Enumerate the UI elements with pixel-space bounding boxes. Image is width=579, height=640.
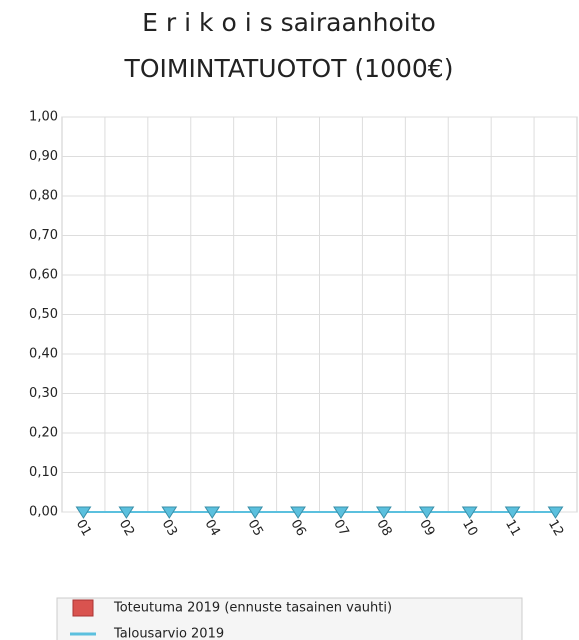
line-marker [461, 506, 478, 519]
line-marker [75, 506, 92, 519]
y-tick-label: 0,10 [29, 465, 58, 480]
x-tick-label: 07 [330, 517, 351, 539]
y-tick-label: 0,70 [29, 228, 58, 243]
line-marker [375, 506, 392, 519]
line-marker [547, 506, 564, 519]
x-tick-label: 12 [545, 517, 566, 539]
line-marker [204, 506, 221, 519]
line-marker [161, 506, 178, 519]
x-tick-label: 04 [202, 517, 223, 539]
legend-swatch [72, 599, 94, 617]
y-tick-label: 0,60 [29, 268, 58, 283]
legend-label: Toteutuma 2019 (ennuste tasainen vauhti) [113, 601, 392, 616]
legend-box [56, 597, 523, 640]
y-tick-label: 0,80 [29, 189, 58, 204]
legend-label: Talousarvio 2019 [113, 627, 224, 640]
line-marker [333, 506, 349, 519]
line-marker [247, 506, 264, 519]
x-tick-label: 11 [502, 517, 523, 539]
x-tick-label: 03 [159, 517, 180, 539]
line-marker [504, 506, 521, 519]
line-marker [118, 506, 135, 519]
y-tick-label: 0,90 [29, 149, 58, 164]
line-marker [418, 506, 435, 519]
chart-title: E r i k o i s sairaanhoito [142, 8, 436, 37]
y-tick-label: 0,20 [29, 426, 58, 441]
x-tick-label: 10 [459, 517, 480, 539]
y-tick-label: 0,00 [29, 505, 58, 520]
x-tick-label: 05 [244, 517, 265, 539]
y-tick-label: 1,00 [29, 110, 58, 125]
chart-subtitle: TOIMINTATUOTOT (1000€) [124, 54, 454, 83]
x-tick-label: 09 [416, 517, 437, 539]
x-tick-label: 06 [287, 517, 308, 539]
x-tick-label: 02 [116, 517, 137, 539]
y-tick-label: 0,40 [29, 347, 58, 362]
y-tick-label: 0,30 [29, 386, 58, 401]
y-tick-label: 0,50 [29, 307, 58, 322]
x-tick-label: 01 [73, 517, 94, 539]
x-tick-label: 08 [373, 517, 394, 539]
line-marker [290, 506, 306, 519]
